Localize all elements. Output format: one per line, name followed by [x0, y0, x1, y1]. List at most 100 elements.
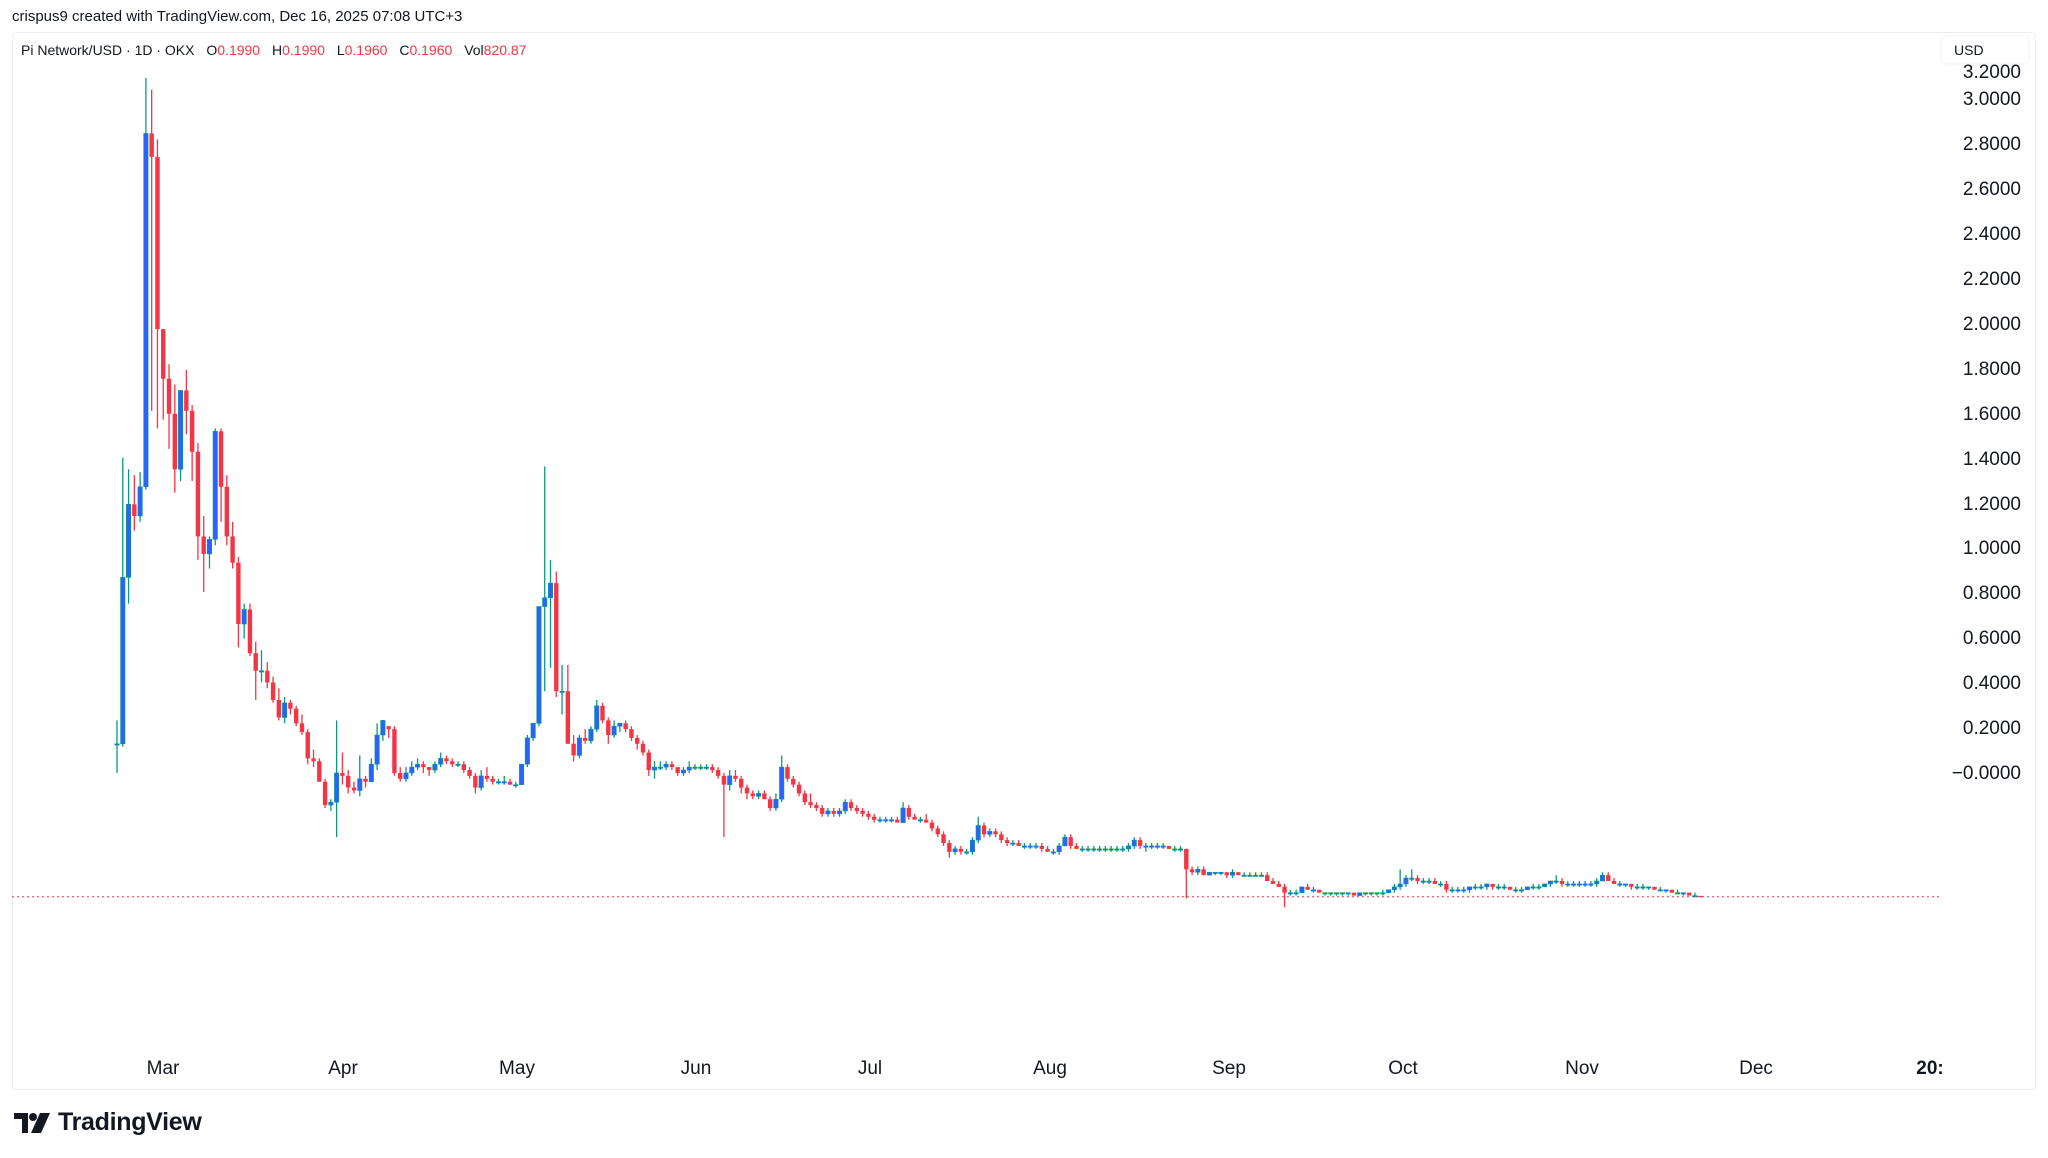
candle-down [161, 329, 166, 379]
candle-up [1033, 845, 1039, 848]
candle-up [1449, 889, 1455, 892]
candle-up [836, 810, 842, 815]
candle-up [1322, 892, 1328, 895]
y-tick: 1.6000 [1962, 404, 2021, 425]
y-tick: 3.2000 [1962, 62, 2021, 83]
candle-down [635, 737, 640, 744]
candle-up [1345, 892, 1351, 895]
candle-down [1004, 840, 1010, 844]
candle-up [1391, 886, 1397, 891]
candle-up [120, 577, 126, 745]
candle-down [554, 583, 559, 692]
y-tick: 1.4000 [1962, 449, 2021, 470]
candle-down [935, 828, 940, 835]
candle-down [230, 536, 235, 563]
candle-up [686, 766, 692, 771]
candle-up [1663, 889, 1669, 892]
candle-down [866, 813, 871, 817]
candle-up [1287, 892, 1293, 895]
candle-down [1351, 892, 1357, 896]
candle-down [484, 775, 490, 779]
candle-down [814, 805, 819, 808]
candle-down [1137, 840, 1143, 846]
symbol-title[interactable]: Pi Network/USD · 1D · OKX [21, 42, 195, 58]
candle-down [270, 682, 276, 700]
candle-down [791, 778, 796, 785]
candle-down [450, 761, 455, 765]
candle-up [964, 851, 970, 854]
candle-up [1420, 880, 1426, 883]
x-tick-jun: Jun [680, 1058, 712, 1079]
candle-up [680, 769, 686, 774]
candle-down [149, 133, 154, 157]
candle-up [1195, 869, 1201, 873]
candle-down [999, 834, 1004, 841]
currency-label[interactable]: USD [1942, 37, 2028, 63]
candle-down [1629, 883, 1634, 887]
y-tick: −0.0000 [1951, 763, 2021, 784]
candle-down [1490, 883, 1495, 887]
candle-up [536, 606, 542, 724]
candle-up [1484, 883, 1490, 888]
candle-down [386, 726, 391, 730]
candle-down [322, 781, 328, 806]
y-tick: 0.6000 [1962, 628, 2021, 649]
candle-down [606, 720, 611, 735]
candle-down [224, 486, 230, 537]
tradingview-logo[interactable]: TradingView [14, 1108, 202, 1137]
candlestick-plot[interactable] [0, 0, 1940, 1058]
candle-up [1310, 889, 1316, 892]
y-tick: 1.8000 [1962, 359, 2021, 380]
y-tick: 1.2000 [1962, 494, 2021, 515]
candle-up [889, 819, 895, 822]
candle-up [1056, 845, 1062, 853]
x-tick-jul: Jul [857, 1058, 883, 1079]
candle-down [854, 808, 860, 811]
candle-up [588, 728, 594, 742]
candle-down [912, 816, 917, 820]
candle-down [675, 767, 680, 773]
low-label: L [336, 42, 345, 58]
y-tick: 2.6000 [1962, 179, 2021, 200]
candle-down [762, 793, 767, 800]
candle-down [1611, 881, 1617, 884]
candle-up [524, 737, 530, 765]
candle-down [785, 767, 790, 779]
candle-up [1368, 892, 1374, 895]
candle-down [426, 767, 432, 771]
candle-down [906, 808, 912, 817]
candle-down [629, 729, 634, 738]
candle-up [1091, 848, 1097, 851]
candle-up [559, 690, 565, 693]
candle-up [282, 702, 288, 718]
candle-up [1230, 871, 1236, 876]
candle-down [802, 793, 808, 803]
candle-up [126, 504, 132, 578]
candle-up [1154, 845, 1160, 848]
y-tick: 2.4000 [1962, 224, 2021, 245]
candle-up [1542, 883, 1548, 888]
candle-up [368, 763, 374, 783]
candle-down [1652, 886, 1657, 890]
candle-up [1426, 880, 1432, 883]
candle-down [721, 775, 727, 785]
candle-down [1317, 889, 1322, 893]
candle-down [1074, 845, 1079, 849]
candle-up [1657, 889, 1663, 892]
candle-down [871, 816, 877, 820]
candle-up [519, 763, 525, 785]
candle-up [1519, 889, 1525, 892]
candle-down [276, 699, 282, 718]
candle-up [334, 772, 340, 803]
candle-down [1265, 875, 1270, 881]
price-axis[interactable]: 3.2000 3.0000 2.8000 2.6000 2.4000 2.200… [1940, 33, 2035, 1089]
candle-up [178, 390, 184, 470]
candle-up [1403, 877, 1409, 885]
candle-up [415, 763, 421, 768]
candle-down [201, 536, 206, 554]
candle-down [733, 775, 738, 779]
candles-group [114, 78, 1703, 908]
candle-up [1339, 892, 1345, 895]
candle-up [1438, 883, 1444, 886]
candle-up [1576, 883, 1582, 886]
